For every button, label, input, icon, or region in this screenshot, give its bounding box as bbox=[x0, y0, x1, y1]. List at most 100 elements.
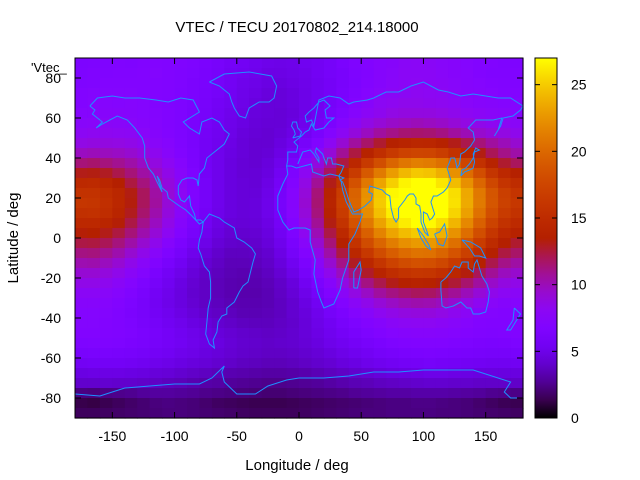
heatmap-cell bbox=[124, 78, 138, 89]
heatmap-cell bbox=[274, 218, 288, 229]
heatmap-cell bbox=[386, 298, 400, 309]
heatmap-cell bbox=[99, 178, 113, 189]
heatmap-cell bbox=[112, 88, 126, 99]
heatmap-cell bbox=[187, 398, 201, 409]
heatmap-cell bbox=[149, 78, 163, 89]
heatmap-cell bbox=[199, 148, 213, 159]
heatmap-cell bbox=[386, 148, 400, 159]
heatmap-cell bbox=[435, 398, 449, 409]
heatmap-cell bbox=[224, 398, 238, 409]
heatmap-cell bbox=[423, 268, 437, 279]
heatmap-cell bbox=[149, 158, 163, 169]
heatmap-cell bbox=[386, 88, 400, 99]
heatmap-cell bbox=[299, 248, 313, 259]
heatmap-cell bbox=[361, 258, 375, 269]
heatmap-cell bbox=[162, 118, 176, 129]
heatmap-cell bbox=[286, 138, 300, 149]
heatmap-cell bbox=[187, 168, 201, 179]
heatmap-cell bbox=[498, 98, 512, 109]
heatmap-cell bbox=[485, 368, 499, 379]
heatmap-cell bbox=[485, 358, 499, 369]
heatmap-cell bbox=[137, 298, 151, 309]
heatmap-cell bbox=[510, 168, 524, 179]
new-zealand-coast bbox=[505, 307, 522, 331]
x-tick-label: 150 bbox=[474, 428, 498, 444]
heatmap-cell bbox=[323, 388, 337, 399]
heatmap-cell bbox=[299, 68, 313, 79]
heatmap-cell bbox=[323, 368, 337, 379]
x-tick-label: -150 bbox=[98, 428, 126, 444]
south-america-coast bbox=[197, 213, 256, 350]
heatmap-cell bbox=[411, 158, 425, 169]
heatmap-cell bbox=[174, 118, 188, 129]
heatmap-cell bbox=[448, 238, 462, 249]
heatmap-cell bbox=[361, 298, 375, 309]
heatmap-cell bbox=[162, 138, 176, 149]
heatmap-cell bbox=[174, 78, 188, 89]
heatmap-cell bbox=[498, 178, 512, 189]
heatmap-cell bbox=[112, 348, 126, 359]
heatmap-cell bbox=[249, 188, 263, 199]
heatmap-cell bbox=[510, 98, 524, 109]
heatmap-cell bbox=[373, 128, 387, 139]
heatmap-cell bbox=[361, 388, 375, 399]
heatmap-cell bbox=[299, 378, 313, 389]
heatmap-cell bbox=[398, 408, 412, 419]
heatmap-cell bbox=[311, 378, 325, 389]
heatmap-cell bbox=[137, 218, 151, 229]
heatmap-cell bbox=[473, 98, 487, 109]
colorbar-tick-label: 10 bbox=[571, 277, 587, 293]
heatmap-cell bbox=[174, 58, 188, 69]
heatmap-cell bbox=[435, 88, 449, 99]
heatmap-cell bbox=[249, 88, 263, 99]
heatmap-cell bbox=[75, 348, 89, 359]
heatmap-cell bbox=[460, 188, 474, 199]
heatmap-cell bbox=[149, 128, 163, 139]
heatmap-cell bbox=[149, 308, 163, 319]
heatmap-cell bbox=[274, 68, 288, 79]
heatmap-cell bbox=[199, 98, 213, 109]
heatmap-cell bbox=[286, 148, 300, 159]
heatmap-cell bbox=[124, 68, 138, 79]
heatmap-cell bbox=[460, 58, 474, 69]
heatmap-cell bbox=[174, 158, 188, 169]
heatmap-cell bbox=[361, 158, 375, 169]
heatmap-cell bbox=[199, 348, 213, 359]
heatmap-cell bbox=[411, 198, 425, 209]
heatmap-cell bbox=[423, 138, 437, 149]
heatmap-cell bbox=[286, 338, 300, 349]
heatmap-cell bbox=[261, 198, 275, 209]
heatmap-cell bbox=[311, 188, 325, 199]
heatmap-cell bbox=[485, 168, 499, 179]
heatmap-cell bbox=[498, 278, 512, 289]
heatmap-cell bbox=[460, 168, 474, 179]
heatmap-cell bbox=[236, 198, 250, 209]
heatmap-cell bbox=[199, 58, 213, 69]
heatmap-cell bbox=[75, 108, 89, 119]
heatmap-cell bbox=[348, 168, 362, 179]
heatmap-cell bbox=[361, 398, 375, 409]
heatmap-cell bbox=[87, 358, 101, 369]
heatmap-cell bbox=[460, 278, 474, 289]
heatmap-cell bbox=[274, 178, 288, 189]
heatmap-cell bbox=[137, 198, 151, 209]
heatmap-cell bbox=[211, 248, 225, 259]
greenland-coast bbox=[209, 71, 278, 119]
heatmap-cell bbox=[423, 188, 437, 199]
heatmap-cell bbox=[498, 108, 512, 119]
heatmap-cell bbox=[174, 178, 188, 189]
heatmap-cell bbox=[348, 58, 362, 69]
heatmap-cell bbox=[323, 108, 337, 119]
sumatra-coast bbox=[416, 227, 432, 251]
heatmap-cell bbox=[336, 268, 350, 279]
x-tick-label: 0 bbox=[295, 428, 303, 444]
heatmap-cell bbox=[348, 208, 362, 219]
heatmap-cell bbox=[99, 78, 113, 89]
heatmap-cell bbox=[398, 78, 412, 89]
heatmap-cell bbox=[162, 68, 176, 79]
heatmap-cell bbox=[460, 348, 474, 359]
heatmap-cell bbox=[348, 248, 362, 259]
heatmap-cell bbox=[99, 348, 113, 359]
heatmap-cell bbox=[211, 298, 225, 309]
heatmap-cell bbox=[448, 188, 462, 199]
